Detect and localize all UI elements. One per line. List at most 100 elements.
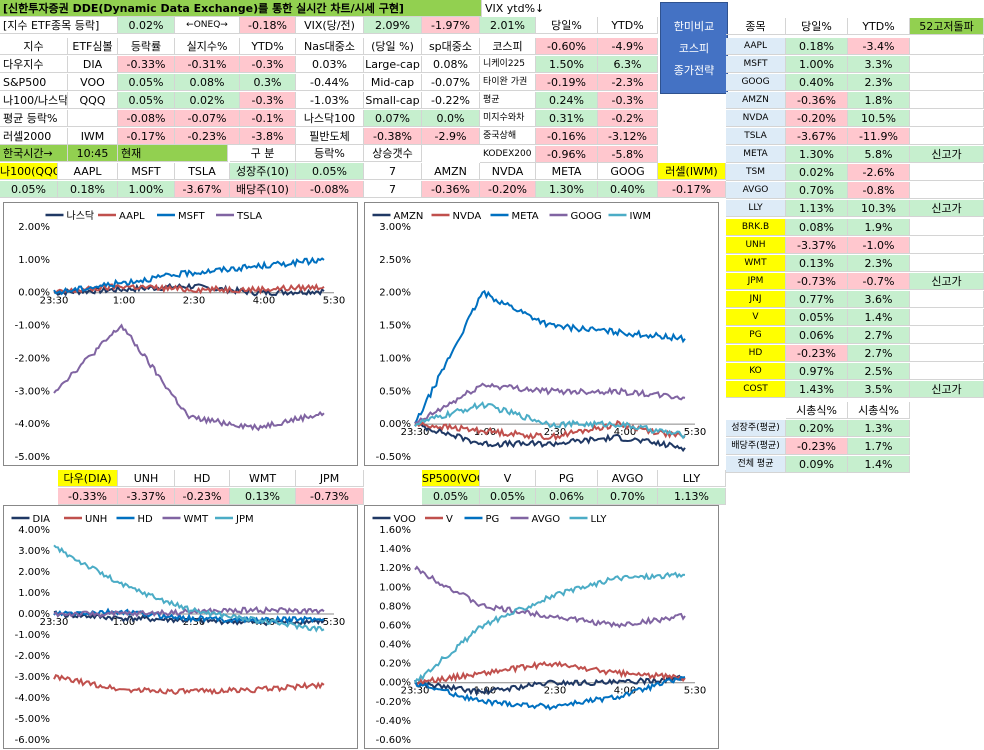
- size-cell: 0.08%: [422, 56, 480, 73]
- quote-name: WMT: [230, 470, 296, 487]
- asia-cell: -5.8%: [598, 146, 658, 163]
- stock-52w: [910, 236, 984, 254]
- quote-value: -0.73%: [296, 488, 364, 505]
- legend-label: UNH: [85, 514, 107, 525]
- index-cell: -0.3%: [240, 92, 296, 109]
- stock-name: WMT: [726, 254, 786, 272]
- legend-label: V: [446, 514, 453, 525]
- stock-day: 0.08%: [786, 218, 848, 236]
- legend-label: AMZN: [394, 211, 424, 222]
- button-line3: 종가전략: [673, 64, 715, 77]
- asia-cell: 니케이225: [480, 56, 536, 73]
- stock-header: YTD%: [848, 18, 910, 35]
- series-line-AAPL: [53, 283, 325, 295]
- stock-name: KO: [726, 362, 786, 380]
- now-label: 현재: [118, 145, 228, 162]
- index-cell: DIA: [68, 56, 118, 73]
- stock-day: -0.73%: [786, 272, 848, 290]
- stock-day: -3.37%: [786, 236, 848, 254]
- etf-header: [지수 ETF종목 등락]: [0, 17, 118, 34]
- stock-day: 0.13%: [786, 254, 848, 272]
- nas100-val: 0.07%: [364, 110, 422, 127]
- oneq-right: -0.18%: [240, 17, 296, 34]
- stock-day: 0.77%: [786, 290, 848, 308]
- stock-ytd: 3.6%: [848, 290, 910, 308]
- growth-header: 구 분: [230, 145, 296, 162]
- stock-day: 1.30%: [786, 146, 848, 164]
- stock-name: BRK.B: [726, 218, 786, 236]
- stock-ytd: 1.8%: [848, 92, 910, 110]
- stock-ytd: 2.5%: [848, 362, 910, 380]
- series-line-TSLA: [53, 323, 325, 432]
- quote-value: -0.33%: [58, 488, 118, 505]
- stock-day: 0.05%: [786, 308, 848, 326]
- x-tick-label: 2:30: [544, 427, 566, 438]
- y-tick-label: 1.00%: [18, 255, 50, 266]
- quote-name: 러셀(IWM): [658, 163, 726, 180]
- stock-day: 1.13%: [786, 200, 848, 218]
- quote-name: TSLA: [175, 163, 230, 180]
- quote-name: META: [536, 163, 598, 180]
- series-line-AVGO: [414, 565, 686, 629]
- stock-52w: 신고가: [910, 146, 984, 164]
- stock-name: HD: [726, 344, 786, 362]
- stock-52w: [910, 290, 984, 308]
- asia-cell: -0.16%: [536, 128, 598, 145]
- stock-52w: 신고가: [910, 200, 984, 218]
- quote-value: 0.05%: [480, 488, 536, 505]
- stock-ytd: -1.0%: [848, 236, 910, 254]
- compare-strategy-button[interactable]: 한미비교 코스피 종가전략: [660, 2, 728, 94]
- chart-dow: 4.00% 3.00% 2.00% 1.00% 0.00% -1.00% -2.00% -3.…: [3, 505, 358, 749]
- legend-label: PG: [486, 514, 500, 525]
- stock-ytd: 10.3%: [848, 200, 910, 218]
- mcap-cell: 0.20%: [786, 420, 848, 437]
- x-tick-label: 5:30: [684, 686, 706, 697]
- y-tick-label: -2.00%: [15, 353, 50, 364]
- asia-header: 코스피: [480, 38, 536, 55]
- legend-label: NVDA: [453, 211, 482, 222]
- index-cell: 0.05%: [118, 74, 175, 91]
- series-line-JPM: [53, 544, 325, 633]
- quote-value: 1.00%: [118, 181, 175, 198]
- quote-value: 0.06%: [536, 488, 598, 505]
- y-tick-label: -3.00%: [15, 672, 50, 683]
- index-cell: 0.08%: [175, 74, 240, 91]
- legend-label: AVGO: [532, 514, 561, 525]
- quote-value: 0.70%: [598, 488, 658, 505]
- y-tick-label: 1.00%: [18, 588, 50, 599]
- stock-52w: [910, 344, 984, 362]
- size-cell: Small-cap: [364, 92, 422, 109]
- x-tick-label: 4:00: [253, 296, 275, 307]
- quote-name: V: [480, 470, 536, 487]
- y-tick-label: -0.20%: [376, 697, 411, 708]
- quote-value: -0.23%: [175, 488, 230, 505]
- stock-ytd: -0.7%: [848, 272, 910, 290]
- mcap-cell: 배당주(평균): [726, 438, 786, 455]
- stock-ytd: 2.7%: [848, 344, 910, 362]
- y-tick-label: 0.40%: [379, 640, 411, 651]
- quote-name: 다우(DIA): [58, 470, 118, 487]
- stock-ytd: 3.3%: [848, 56, 910, 74]
- stock-name: V: [726, 308, 786, 326]
- stock-52w: [910, 128, 984, 146]
- quote-name: 나100(QQQ): [0, 163, 58, 180]
- stock-day: -0.20%: [786, 110, 848, 128]
- stock-name: TSM: [726, 164, 786, 182]
- series-line-IWM: [414, 401, 686, 440]
- y-tick-label: 3.00%: [379, 222, 411, 233]
- growth-header: 상승갯수: [364, 145, 422, 162]
- size-cell: -1.03%: [296, 92, 364, 109]
- stock-52w: 신고가: [910, 380, 984, 398]
- y-tick-label: 0.50%: [379, 386, 411, 397]
- y-tick-label: 0.00%: [379, 419, 411, 430]
- asia-cell: 6.3%: [598, 56, 658, 73]
- stock-header: 종목: [726, 18, 786, 35]
- size-cell: 0.03%: [296, 56, 364, 73]
- index-cell: -0.17%: [118, 128, 175, 145]
- legend-label: LLY: [591, 514, 608, 525]
- index-cell: -3.8%: [240, 128, 296, 145]
- stock-52w: [910, 308, 984, 326]
- quote-name: MSFT: [118, 163, 175, 180]
- quote-value: -3.37%: [118, 488, 175, 505]
- quote-value: 0.13%: [230, 488, 296, 505]
